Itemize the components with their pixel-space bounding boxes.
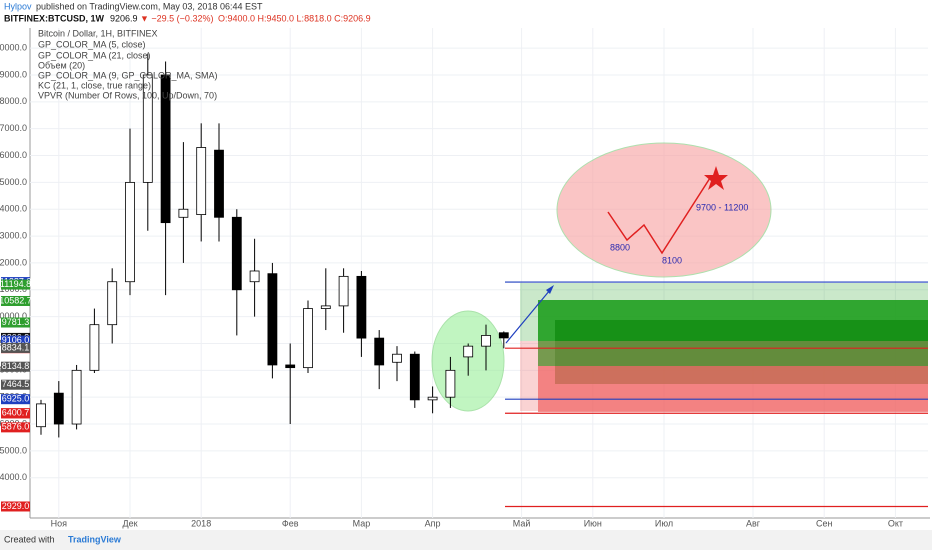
price-label-bg	[1, 422, 30, 433]
annotation: 9700 - 11200	[696, 202, 748, 212]
arrow	[505, 289, 551, 344]
legend-entry: GP_COLOR_MA (5, close)	[38, 39, 146, 49]
legend-entry: VPVR (Number Of Rows, 100, Up/Down, 70)	[38, 90, 217, 100]
y-tick-label: 10000.0	[0, 311, 27, 321]
price-label: 5876.0	[2, 422, 30, 432]
candle-body	[320, 305, 331, 309]
y-tick-label: 18000.0	[0, 96, 27, 106]
price-label-bg	[1, 394, 30, 405]
price-label-bg	[1, 342, 30, 353]
y-tick-label: 15000.0	[0, 177, 27, 187]
y-tick-label: 16000.0	[0, 150, 27, 160]
x-tick-label: Сен	[816, 518, 833, 528]
candle-body	[107, 281, 118, 326]
price-label: 6925.0	[2, 394, 30, 404]
y-tick-label: 20000.0	[0, 43, 27, 53]
candle-body	[53, 392, 64, 425]
legend-entry: GP_COLOR_MA (9, GP_COLOR_MA, SMA)	[38, 70, 218, 80]
price-label-bg	[1, 501, 30, 512]
author[interactable]: Hylpov	[4, 1, 32, 11]
y-tick-label: 13000.0	[0, 230, 27, 240]
x-tick-label: Июн	[584, 518, 602, 528]
candle-body	[285, 364, 296, 369]
arrow-head	[546, 285, 554, 294]
candle-body	[89, 324, 100, 371]
candle-body	[427, 396, 438, 401]
candle-body	[356, 275, 367, 339]
candle-body	[409, 353, 420, 401]
price-label-bg	[1, 317, 30, 328]
price-label-bg	[1, 361, 30, 372]
candle-body	[71, 369, 82, 425]
candle-body	[392, 353, 402, 363]
candle-body	[249, 270, 260, 283]
candle-body	[125, 181, 135, 283]
star	[704, 166, 728, 190]
candle-body	[498, 332, 509, 339]
x-tick-label: Ноя	[51, 518, 68, 528]
change: ▼ −29.5 (−0.32%)	[140, 13, 213, 23]
x-tick-label: Дек	[122, 518, 137, 528]
legend-entry: GP_COLOR_MA (21, close)	[38, 50, 151, 60]
candle-body	[338, 275, 349, 307]
price-label: 6400.7	[2, 408, 30, 418]
brand[interactable]: TradingView	[68, 534, 122, 544]
price-label-bg	[1, 379, 30, 390]
y-tick-label: 4000.0	[0, 472, 27, 482]
legend-entry: KC (21, 1, close, true range)	[38, 80, 151, 90]
price-label-bg	[1, 408, 30, 419]
price-label: 7464.5	[2, 379, 30, 389]
forecast-path	[607, 177, 711, 255]
legend-entry: Bitcoin / Dollar, 1H, BITFINEX	[38, 28, 158, 38]
price-label: 9781.3	[2, 317, 30, 327]
price-label: 8134.8	[2, 361, 30, 371]
candle-body	[463, 345, 474, 358]
ohlc: O:9400.0 H:9450.0 L:8818.0 C:9206.9	[218, 13, 371, 23]
price-label: 10582.7	[0, 295, 32, 305]
last-price: 9206.9	[110, 13, 138, 23]
price-label-bg	[1, 335, 30, 346]
x-tick-label: Окт	[888, 518, 903, 528]
price-label: 11194.8	[0, 279, 31, 289]
price-label: 2929.0	[2, 501, 30, 511]
price-label: 9106.0	[2, 335, 30, 345]
candle-body	[374, 337, 385, 366]
price-label-bg	[1, 295, 30, 306]
annotation: 8800	[610, 242, 630, 252]
price-label: 8834.1	[2, 342, 30, 352]
candle-body	[267, 273, 278, 366]
symbol: BITFINEX:BTCUSD, 1W	[4, 13, 105, 23]
annotation: 8100	[662, 255, 682, 265]
x-tick-label: 2018	[191, 518, 211, 528]
x-tick-label: Июл	[655, 518, 673, 528]
candle-body	[214, 149, 224, 218]
y-tick-label: 12000.0	[0, 257, 27, 267]
x-tick-label: Авг	[746, 518, 761, 528]
x-tick-label: Апр	[425, 518, 441, 528]
y-tick-label: 17000.0	[0, 123, 27, 133]
candle-body	[196, 147, 207, 216]
candle-body	[231, 216, 242, 291]
y-tick-label: 14000.0	[0, 204, 27, 214]
y-tick-label: 5000.0	[0, 445, 27, 455]
footer-text: Created with	[4, 534, 55, 544]
published: published on TradingView.com, May 03, 20…	[36, 1, 263, 11]
candle-body	[142, 74, 153, 183]
candle-body	[160, 74, 171, 224]
legend-entry: Объем (20)	[38, 60, 85, 70]
candle-body	[178, 208, 189, 218]
candle-body	[481, 335, 491, 347]
x-tick-label: Мар	[353, 518, 371, 528]
candle-body	[36, 403, 46, 428]
stop-zone	[538, 366, 928, 412]
price-label-bg	[1, 279, 30, 290]
y-tick-label: 19000.0	[0, 69, 27, 79]
candle-body	[303, 308, 313, 369]
candle-body	[445, 369, 456, 398]
x-tick-label: Фев	[282, 518, 299, 528]
x-tick-label: Май	[513, 518, 531, 528]
footer-bar	[0, 530, 932, 550]
